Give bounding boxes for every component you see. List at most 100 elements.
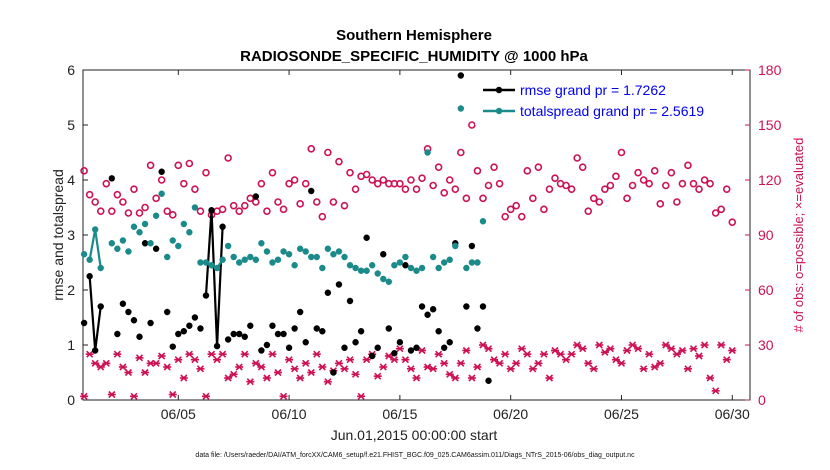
rmse-point <box>252 193 260 200</box>
evaluated-stroke <box>435 350 443 358</box>
evaluated-stroke <box>473 363 482 371</box>
evaluated-point <box>129 392 138 400</box>
evaluated-stroke <box>313 350 321 358</box>
totalspread-point <box>324 245 332 252</box>
rmse-point <box>308 187 315 195</box>
rmse-point <box>180 328 188 335</box>
possible-point <box>168 211 177 219</box>
possible-point <box>434 163 443 171</box>
possible-point <box>119 198 127 206</box>
totalspread-point <box>213 264 221 272</box>
evaluated-point <box>628 341 637 349</box>
rmse-point <box>485 377 492 384</box>
y-axis-label: rmse and totalspread <box>50 169 66 301</box>
possible-point <box>285 179 293 188</box>
totalspread-point <box>341 253 348 261</box>
possible-point <box>130 185 138 193</box>
rmse-point <box>380 251 387 258</box>
rmse-point <box>136 333 143 340</box>
evaluated-point <box>490 356 499 364</box>
evaluated-point <box>118 363 127 371</box>
evaluated-stroke <box>252 359 260 367</box>
totalspread-point <box>197 259 204 266</box>
rmse-point <box>80 319 88 327</box>
evaluated-stroke <box>678 346 686 355</box>
evaluated-point <box>152 359 161 367</box>
evaluated-point <box>318 363 327 371</box>
possible-point <box>257 179 266 188</box>
rmse-point <box>191 314 199 321</box>
totalspread-point <box>191 204 199 211</box>
evaluated-stroke <box>324 378 332 386</box>
evaluated-point <box>478 341 487 349</box>
evaluated-stroke <box>573 341 581 349</box>
rmse-point <box>280 330 287 338</box>
totalspread-point <box>302 248 309 255</box>
evaluated-point <box>728 346 737 355</box>
possible-point <box>412 185 421 193</box>
rmse-point <box>291 325 298 332</box>
totalspread-point <box>180 220 188 228</box>
evaluated-stroke <box>590 365 598 373</box>
y-right-tick-label-4: 120 <box>758 172 782 188</box>
rmse-point <box>119 300 127 307</box>
possible-point <box>324 148 332 157</box>
possible-point <box>612 172 620 181</box>
evaluated-point <box>678 346 687 355</box>
possible-point <box>124 209 133 217</box>
rmse-point <box>219 223 226 230</box>
possible-point <box>678 179 687 188</box>
evaluated-point <box>467 374 476 382</box>
rmse-point <box>302 339 309 346</box>
rmse-point <box>258 347 265 354</box>
evaluated-point <box>190 356 199 364</box>
y-tick-label-6: 6 <box>67 62 75 78</box>
evaluated-point <box>307 368 316 377</box>
evaluated-point <box>639 365 648 373</box>
totalspread-point <box>346 262 354 269</box>
rmse-point <box>91 347 99 354</box>
possible-point <box>301 179 310 188</box>
totalspread-point <box>402 253 409 261</box>
evaluated-point <box>157 352 166 360</box>
rmse-point <box>385 325 393 332</box>
evaluated-stroke <box>235 363 243 371</box>
rmse-point <box>158 168 165 175</box>
possible-point <box>684 161 692 170</box>
totalspread-point <box>86 256 93 263</box>
evaluated-stroke <box>701 341 709 349</box>
evaluated-stroke <box>412 374 421 382</box>
evaluated-point <box>611 356 620 364</box>
rmse-point <box>324 289 332 296</box>
evaluated-stroke <box>640 365 648 373</box>
totalspread-point <box>219 256 226 263</box>
evaluated-point <box>85 350 94 358</box>
evaluated-point <box>534 359 543 367</box>
possible-point <box>717 205 725 214</box>
totalspread-point <box>269 259 276 266</box>
evaluated-point <box>556 350 565 358</box>
evaluated-stroke <box>241 350 249 358</box>
evaluated-stroke <box>424 363 432 371</box>
evaluated-stroke <box>468 374 476 382</box>
rmse-point <box>319 328 326 335</box>
totalspread-point <box>468 259 476 266</box>
rmse-point <box>463 303 470 310</box>
evaluated-stroke <box>130 392 138 400</box>
possible-point <box>96 207 105 215</box>
evaluated-stroke <box>407 365 415 373</box>
evaluated-stroke <box>335 359 343 367</box>
rmse-point <box>274 330 282 338</box>
evaluated-point <box>495 359 504 367</box>
evaluated-point <box>257 363 266 371</box>
evaluated-stroke <box>717 341 725 349</box>
evaluated-stroke <box>501 350 509 358</box>
evaluated-stroke <box>518 345 526 353</box>
evaluated-point <box>323 378 332 386</box>
possible-point <box>296 200 304 208</box>
evaluated-stroke <box>230 370 238 378</box>
evaluated-point <box>274 368 283 377</box>
evaluated-stroke <box>551 346 559 355</box>
possible-point <box>512 201 521 210</box>
evaluated-point <box>179 374 188 382</box>
